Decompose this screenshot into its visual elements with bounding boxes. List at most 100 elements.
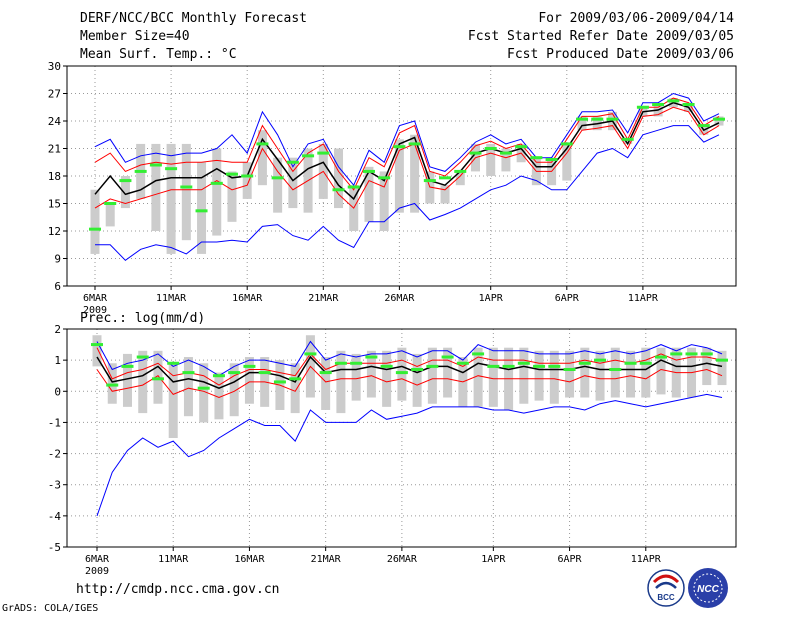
panel2-median-marker <box>533 364 546 368</box>
panel1-median-marker <box>576 117 589 121</box>
panel1-y-tick-label: 21 <box>48 143 61 156</box>
panel1-range-box <box>227 171 237 222</box>
panel1-range-box <box>273 157 283 213</box>
panel2-median-marker <box>411 367 424 371</box>
panel1-median-marker <box>439 176 452 180</box>
refer-date-label: Fcst Started Refer Date 2009/03/05 <box>467 29 734 44</box>
panel2-range-box <box>443 347 453 398</box>
panel1-range-box <box>455 171 465 186</box>
panel2-range-box <box>595 350 605 401</box>
panel1-y-tick-label: 24 <box>48 115 62 128</box>
panel1-range-box <box>257 130 267 186</box>
panel2-range-box <box>412 353 422 407</box>
panel1-range-box <box>105 203 115 227</box>
panel2-range-box <box>534 350 544 401</box>
panel1-median-marker <box>89 227 101 231</box>
panel2-x-tick-label: 6MAR <box>85 554 110 565</box>
panel1-mean-line <box>94 101 720 201</box>
panel1-median-marker <box>682 103 695 106</box>
panel1-median-marker <box>606 117 619 121</box>
grads-credit: GrADS: COLA/IGES <box>2 603 99 614</box>
panel1-x-tick-label: 11APR <box>628 293 659 304</box>
panel1-range-box <box>379 171 389 231</box>
panel2-range-box <box>336 350 346 414</box>
panel2-range-box <box>183 357 193 417</box>
panel2-y-tick-label: 1 <box>54 354 61 367</box>
panel2-max-line <box>96 340 723 377</box>
panel2-y-tick-label: -3 <box>48 479 61 492</box>
panel1-range-box <box>714 116 724 126</box>
panel2-median-marker <box>365 355 378 359</box>
panel2-median-marker <box>289 377 302 381</box>
panel1-median-marker <box>104 202 117 205</box>
panel1-range-box <box>166 143 176 254</box>
panel1-median-marker <box>530 156 543 160</box>
bcc-logo: BCC <box>647 569 685 607</box>
panel2-median-marker <box>548 364 561 368</box>
panel1-range-box <box>440 185 450 204</box>
panel1-range-box <box>212 148 222 236</box>
panel1-median-marker <box>347 185 360 189</box>
panel2-title: Prec.: log(mm/d) <box>80 311 205 326</box>
panel1-median-marker <box>560 142 573 146</box>
panel1-median-marker <box>515 145 528 149</box>
panel1-range-box <box>120 176 130 209</box>
panel2-range-box <box>153 350 163 404</box>
panel2-median-marker <box>197 386 210 390</box>
panel1-lower_spread-line <box>94 106 720 209</box>
panel2-x-tick-label: 11MAR <box>158 554 189 565</box>
panel2-range-box <box>199 363 209 423</box>
panel1-y-tick-label: 15 <box>48 198 61 211</box>
panel2-range-box <box>519 347 529 404</box>
panel2-median-marker <box>578 361 591 365</box>
panel1-median-marker <box>713 117 725 121</box>
panel1-range-box <box>623 139 633 144</box>
panel2-median-marker <box>716 358 728 362</box>
panel2-x-tick-label: 26MAR <box>387 554 418 565</box>
panel1-median-marker <box>454 169 467 173</box>
panel2-median-marker <box>182 371 195 375</box>
panel2-range-box <box>626 350 636 398</box>
panel2-range-box <box>290 363 300 414</box>
panel2-range-box <box>397 347 407 401</box>
panel1-median-marker <box>499 151 512 155</box>
panel2-range-box <box>641 347 651 398</box>
panel1-median-marker <box>286 160 299 164</box>
panel2-min-line <box>96 393 723 517</box>
panel2-range-box <box>366 350 376 398</box>
panel2-median-marker <box>395 371 408 375</box>
panel2-y-tick-label: 2 <box>54 323 61 336</box>
panel2-range-box <box>122 353 132 407</box>
panel2-median-marker <box>106 383 119 387</box>
panel1-median-marker <box>180 185 193 189</box>
panel2-range-box <box>610 347 620 398</box>
panel2-y-tick-label: -1 <box>48 416 61 429</box>
panel1-range-box <box>486 143 496 176</box>
panel2-median-marker <box>609 367 622 371</box>
panel2-range-box <box>488 347 498 407</box>
panel1-year-label: 2009 <box>83 305 107 316</box>
panel2-median-marker <box>594 358 607 362</box>
panel2-range-box <box>351 353 361 401</box>
panel1-median-marker <box>149 163 162 167</box>
panel2-range-box <box>107 363 117 404</box>
panel1-x-tick-label: 6MAR <box>83 293 108 304</box>
panel1-median-marker <box>165 167 178 171</box>
panel2-y-tick-label: 0 <box>54 385 61 398</box>
panel1-range-box <box>242 162 252 199</box>
ncc-logo-text: NCC <box>697 584 719 595</box>
panel2-median-marker <box>441 355 454 359</box>
panel2-median-marker <box>472 352 485 356</box>
panel2-x-tick-label: 21MAR <box>311 554 342 565</box>
panel2-median-marker <box>334 361 347 365</box>
panel1-range-box <box>90 189 100 254</box>
panel2-median-marker <box>167 361 180 365</box>
website-url[interactable]: http://cmdp.ncc.cma.gov.cn <box>76 582 280 597</box>
panel1-range-box <box>197 162 207 254</box>
panel1-median-marker <box>302 154 315 158</box>
panel2-median-marker <box>655 355 668 359</box>
panel1-median-marker <box>469 151 482 155</box>
panel2-range-box <box>92 335 102 367</box>
panel1-median-marker <box>636 105 649 109</box>
